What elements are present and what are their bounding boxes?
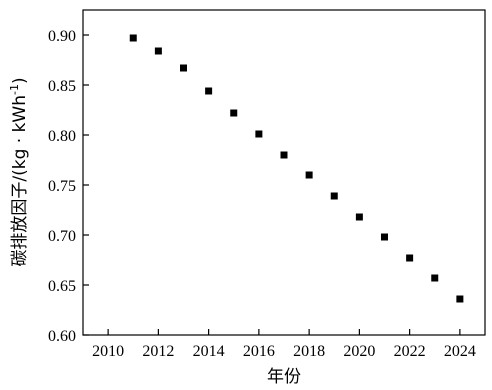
x-axis-title: 年份 — [267, 367, 301, 387]
y-tick-label: 0.85 — [48, 78, 76, 95]
x-axis: 2010 2012 2014 2016 2018 2020 2022 2024 — [92, 329, 476, 360]
data-point — [280, 151, 288, 159]
data-point — [305, 171, 313, 179]
y-axis-title: 碳排放因子/(kg · kWh-1) — [8, 77, 30, 266]
x-tick-label: 2012 — [142, 343, 174, 360]
data-point — [154, 47, 162, 55]
x-tick-label: 2018 — [293, 343, 325, 360]
y-tick-label: 0.60 — [48, 328, 76, 345]
x-tick-label: 2010 — [92, 343, 124, 360]
y-tick-label: 0.70 — [48, 228, 76, 245]
y-tick-label: 0.75 — [48, 178, 76, 195]
y-tick-label: 0.80 — [48, 128, 76, 145]
y-tick-label: 0.90 — [48, 28, 76, 45]
data-point — [129, 34, 137, 42]
data-point — [381, 233, 388, 241]
data-point — [205, 87, 213, 95]
y-axis-title-main: 碳排放因子/(kg · kWh — [10, 95, 30, 267]
data-point — [431, 274, 439, 282]
x-tick-label: 2014 — [193, 343, 225, 360]
x-tick-label: 2016 — [243, 343, 275, 360]
x-tick-label: 2024 — [444, 343, 476, 360]
data-points — [129, 34, 464, 303]
y-axis: 0.60 0.65 0.70 0.75 0.80 0.85 0.90 — [48, 28, 89, 345]
data-point — [406, 254, 414, 262]
x-tick-label: 2022 — [394, 343, 426, 360]
data-point — [456, 295, 464, 303]
data-point — [255, 130, 263, 138]
data-point — [230, 109, 238, 117]
plot-area-frame — [82, 9, 486, 336]
x-tick-label: 2020 — [343, 343, 375, 360]
data-point — [355, 213, 363, 221]
y-axis-title-superscript: -1 — [8, 84, 21, 95]
y-axis-title-tail: ) — [10, 77, 30, 84]
data-point — [330, 192, 338, 200]
data-point — [180, 64, 187, 72]
y-tick-label: 0.65 — [48, 278, 76, 295]
